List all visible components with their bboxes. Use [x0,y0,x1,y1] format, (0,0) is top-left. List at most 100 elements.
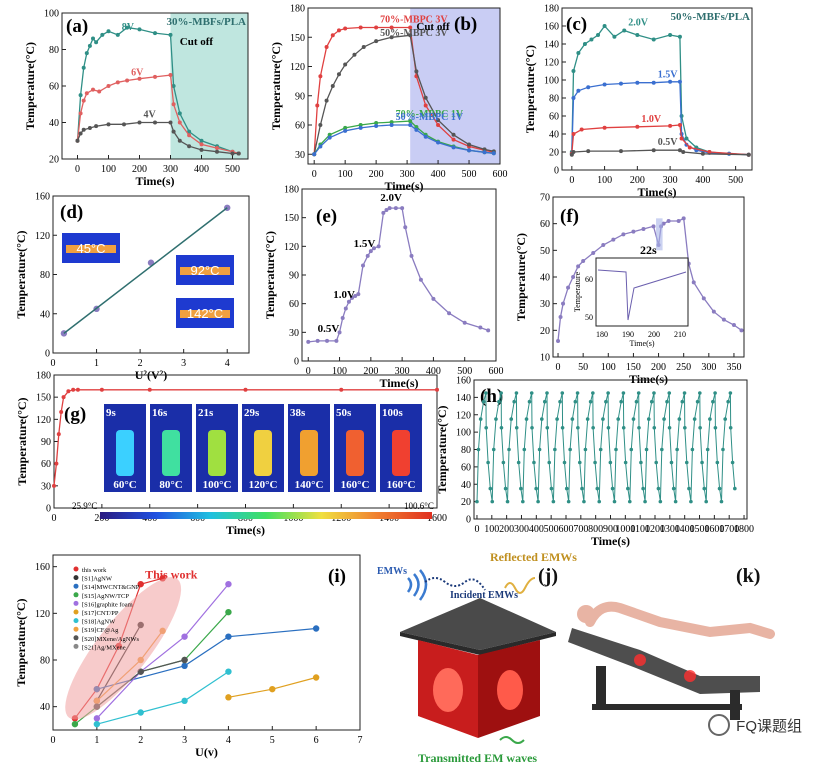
step-label: 0.5V [318,323,340,335]
heated-sample [392,430,410,476]
data-point [579,127,584,132]
data-point [612,34,617,39]
data-point [654,460,658,465]
y-tick-label: 180 [290,4,305,15]
data-point [711,309,716,314]
x-axis-label: Time(s) [637,185,676,199]
data-point [530,425,534,430]
data-point [491,151,496,156]
data-point [325,338,330,343]
y-tick-label: 30 [41,481,51,492]
y-tick-label: 100 [44,9,59,20]
y-tick-label: 80 [49,45,59,56]
data-point [137,120,142,125]
data-point [746,152,751,157]
data-point [408,123,413,127]
data-point [389,120,394,125]
data-point [634,399,639,404]
data-point [81,98,86,103]
data-point [556,339,561,343]
data-point [580,486,584,491]
data-point [542,399,547,404]
x-tick-label: 200 [499,524,514,535]
y-tick-label: 90 [41,437,51,448]
y-axis-label: Temperature(°C) [269,42,283,130]
panel-label: (i) [328,566,346,587]
data-point [340,316,345,320]
data-point [177,120,182,125]
y-tick-label: 140 [544,40,559,51]
x-axis-label: Time(s) [384,179,423,193]
data-point [547,460,552,465]
data-point [684,460,689,465]
data-point [731,323,736,327]
data-point [637,425,641,430]
inset-x-tick: 190 [622,330,634,339]
data-point [225,668,232,675]
data-point [153,74,157,79]
x-axis-label: Time(s) [379,376,418,390]
legend-marker [73,566,79,572]
data-point [315,338,320,343]
data-point [571,150,576,154]
data-point [125,25,130,30]
data-point [601,417,605,421]
data-point [661,221,666,226]
y-axis-label: Temperature(°C) [435,405,449,493]
data-point [519,486,523,491]
data-point [707,150,712,154]
heat-strip [180,310,230,318]
data-point [106,122,111,127]
data-point [619,399,623,404]
data-point [215,149,219,154]
panel-label: (c) [566,14,587,35]
x-tick-label: 0 [75,164,80,175]
data-point [409,253,414,258]
x-tick-label: 150 [626,362,641,373]
data-point [576,425,580,430]
data-point [451,137,456,142]
data-point [651,80,656,85]
data-point [568,447,572,452]
data-point [52,483,56,488]
legend-marker [73,575,79,581]
x-tick-label: 1 [94,735,99,746]
data-point [330,84,335,88]
data-point [100,32,105,37]
data-point [153,120,157,125]
inset-frame [595,257,689,327]
colorbar-max: 100.6°C [404,501,434,511]
y-tick-label: 180 [36,371,51,382]
data-point [337,330,342,335]
data-point [225,694,232,701]
x-tick-label: 400 [695,175,710,186]
data-point [684,136,689,141]
inset-temp-label: 142°C [187,306,223,321]
x-tick-label: 400 [194,164,209,175]
data-point [560,391,565,395]
chair-seat [568,628,760,694]
data-point [723,417,727,421]
y-tick-label: 20 [49,155,59,166]
data-point [610,486,615,491]
data-point [199,142,204,147]
y-axis-label: Temperature(°C) [14,230,28,318]
y-tick-label: 40 [461,480,471,491]
data-point [681,216,686,221]
data-point [343,306,348,311]
data-point [532,460,536,465]
y-tick-label: 180 [284,185,299,196]
data-point [389,123,394,127]
data-point [621,232,626,237]
x-tick-label: 100 [597,175,612,186]
annotation: Cut off [416,21,450,33]
x-tick-label: 0 [312,169,317,180]
data-point [705,447,710,452]
heated-sample [208,430,226,476]
x-tick-label: 1600 [704,524,724,535]
data-point [555,417,559,421]
frame-temp-label: 60°C [113,479,136,491]
data-point [171,102,176,107]
plot-frame [307,7,501,165]
